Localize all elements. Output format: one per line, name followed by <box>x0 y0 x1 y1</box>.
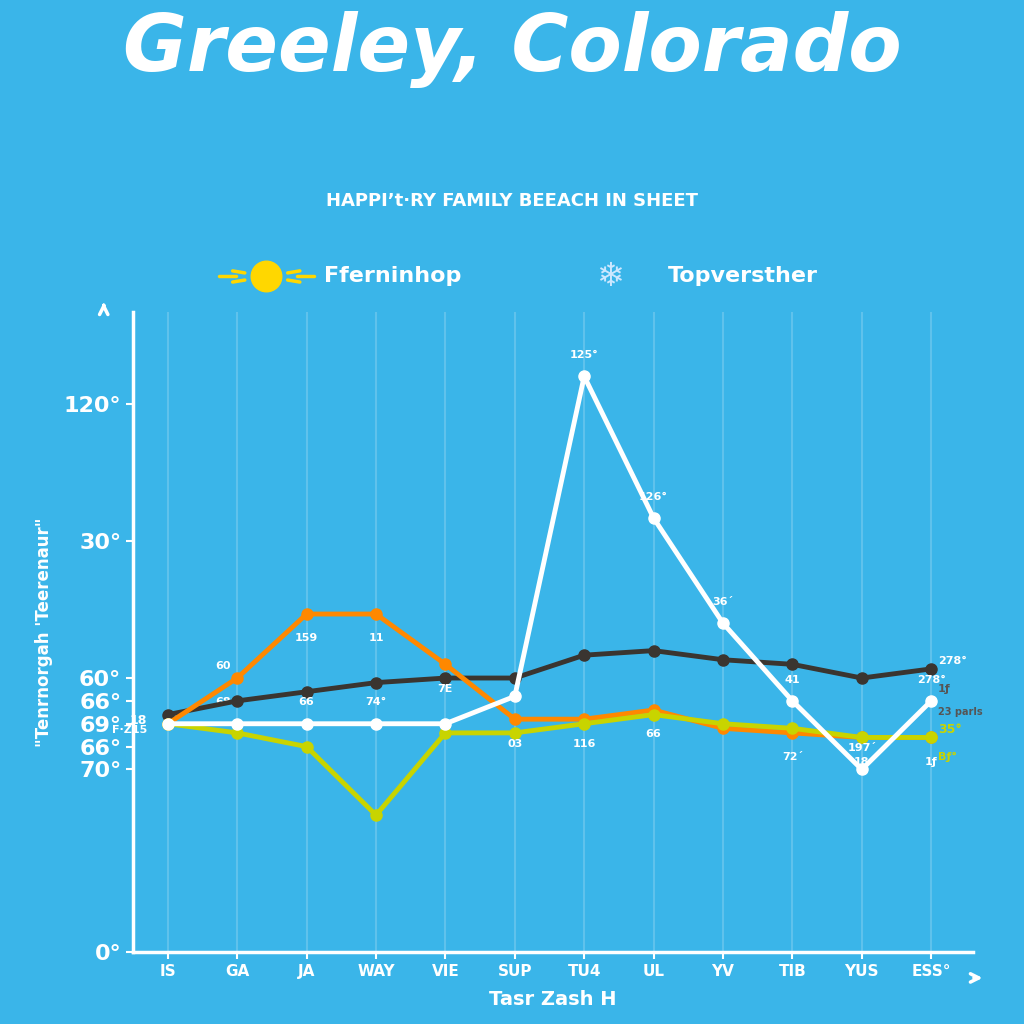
X-axis label: Tasr Zash H: Tasr Zash H <box>489 990 616 1010</box>
Text: 278°: 278° <box>916 675 945 685</box>
Text: Topversther: Topversther <box>668 266 817 287</box>
Text: 68: 68 <box>215 697 231 708</box>
Text: 1ƒ: 1ƒ <box>925 757 938 767</box>
Text: 126°: 126° <box>639 492 668 502</box>
Text: 159: 159 <box>295 634 318 643</box>
Text: 60: 60 <box>216 660 231 671</box>
Text: 278°: 278° <box>938 656 967 667</box>
Text: Fferninhop: Fferninhop <box>324 266 461 287</box>
Text: 7E: 7E <box>437 684 453 693</box>
Text: ❄: ❄ <box>596 260 625 293</box>
Y-axis label: "Tenrnorgah 'Teerenaur": "Tenrnorgah 'Teerenaur" <box>35 517 52 748</box>
Text: HAPPI’t·RY FAMILY BEEACH IN SHEET: HAPPI’t·RY FAMILY BEEACH IN SHEET <box>326 191 698 210</box>
Text: 36´: 36´ <box>713 597 733 607</box>
Text: 125°: 125° <box>569 350 599 360</box>
Text: Bƒ°: Bƒ° <box>938 753 957 762</box>
Text: 11: 11 <box>369 634 384 643</box>
Text: 116: 116 <box>572 738 596 749</box>
Text: 35°: 35° <box>938 723 962 736</box>
Text: 23 parls: 23 parls <box>938 707 983 717</box>
Text: 18: 18 <box>130 714 147 727</box>
Text: 72´: 72´ <box>781 753 803 762</box>
Text: 41: 41 <box>784 675 800 685</box>
Text: 197´: 197´ <box>847 743 877 754</box>
Text: 66: 66 <box>299 697 314 708</box>
Text: 1ƒ: 1ƒ <box>938 684 951 693</box>
Text: Greeley, Colorado: Greeley, Colorado <box>123 10 901 88</box>
Text: 18: 18 <box>854 757 869 767</box>
Text: 03: 03 <box>507 738 522 749</box>
Text: 66: 66 <box>646 729 662 739</box>
Text: 74°: 74° <box>366 697 387 708</box>
Text: F·Z15: F·Z15 <box>112 725 147 735</box>
